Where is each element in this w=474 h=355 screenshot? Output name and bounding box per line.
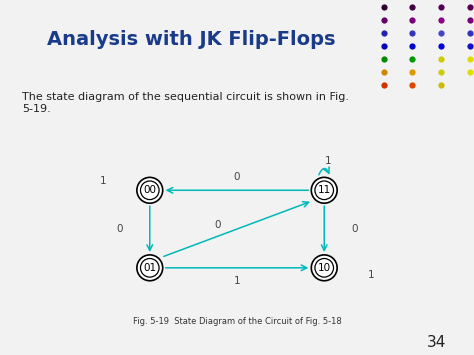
Text: 0: 0 <box>234 173 240 182</box>
Text: Analysis with JK Flip-Flops: Analysis with JK Flip-Flops <box>47 29 336 49</box>
Text: 34: 34 <box>427 335 446 350</box>
Text: 1: 1 <box>100 176 106 186</box>
Ellipse shape <box>137 178 163 203</box>
Ellipse shape <box>311 255 337 281</box>
Text: 0: 0 <box>116 224 123 234</box>
Ellipse shape <box>311 178 337 203</box>
Text: 11: 11 <box>318 185 331 195</box>
Text: 0: 0 <box>215 220 221 230</box>
Text: 1: 1 <box>325 156 331 166</box>
Ellipse shape <box>137 255 163 281</box>
Text: 00: 00 <box>143 185 156 195</box>
Text: 0: 0 <box>351 224 358 234</box>
Text: The state diagram of the sequential circuit is shown in Fig.
5-19.: The state diagram of the sequential circ… <box>22 92 349 114</box>
Text: 1: 1 <box>368 270 374 280</box>
Text: 10: 10 <box>318 263 331 273</box>
Text: 1: 1 <box>234 276 240 286</box>
Text: Fig. 5-19  State Diagram of the Circuit of Fig. 5-18: Fig. 5-19 State Diagram of the Circuit o… <box>133 317 341 326</box>
Text: 01: 01 <box>143 263 156 273</box>
